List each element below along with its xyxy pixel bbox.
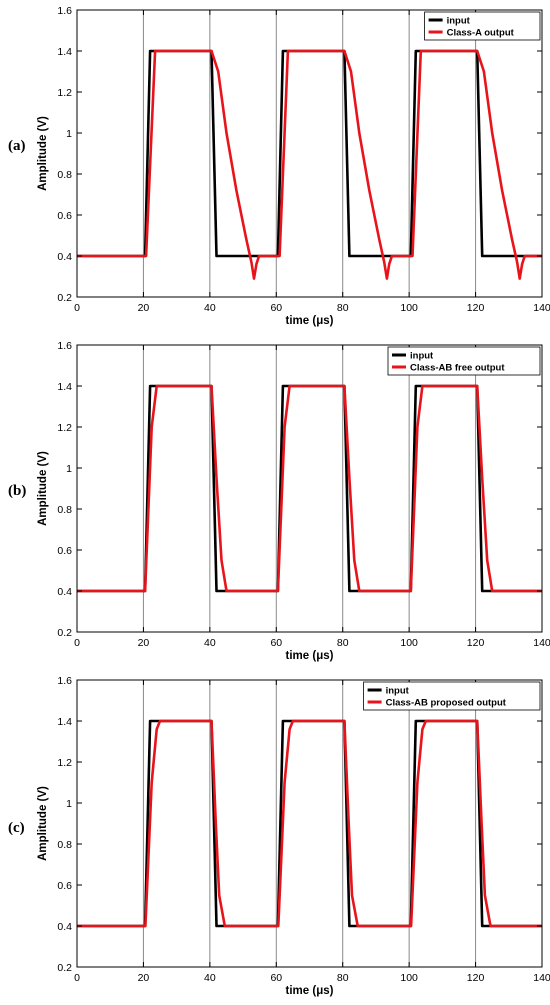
x-tick-label: 80: [337, 302, 349, 314]
chart-b: 0 20 40 60 80 100 120 140 0.2 0.4 0.6 0.8 1 1.2 1.4 1.6…: [37, 340, 550, 662]
legend-box: [387, 346, 541, 376]
y-axis-label: Amplitude (V): [37, 116, 49, 191]
x-tick-label: 40: [204, 302, 216, 314]
plot-frame: [76, 9, 543, 298]
legend-entry: Class-AB proposed output: [386, 698, 507, 709]
legend-entry: input: [386, 686, 410, 697]
series-line-output: [77, 719, 542, 928]
x-tick-label: 0: [74, 972, 80, 984]
x-tick-label: 20: [138, 972, 150, 984]
y-tick-label: 0.2: [57, 292, 72, 304]
y-tick-label: 1.2: [57, 87, 72, 99]
legend-box: [363, 681, 541, 711]
x-axis-label: time (μs): [286, 315, 334, 327]
y-tick-label: 0.8: [57, 839, 72, 851]
chart-panel-c: (c) 0 20 40 60 80 100 120 140 0.2 0.4 0.6 0.8 1 1.2 1.…: [0, 670, 550, 1005]
x-tick-label: 0: [74, 637, 80, 649]
legend-box: [424, 11, 541, 41]
y-tick-label: 0.6: [57, 210, 72, 222]
x-tick-label: 100: [400, 637, 418, 649]
y-axis-label: Amplitude (V): [37, 786, 49, 861]
plot-frame: [76, 344, 543, 633]
y-tick-label: 0.4: [57, 251, 72, 263]
x-tick-label: 120: [467, 302, 485, 314]
x-tick-label: 140: [533, 972, 550, 984]
series-line-output: [77, 384, 542, 593]
x-tick-label: 140: [533, 302, 550, 314]
y-tick-label: 1: [66, 463, 72, 475]
x-tick-label: 60: [270, 637, 282, 649]
y-tick-label: 1: [66, 798, 72, 810]
y-tick-label: 1.6: [57, 340, 72, 352]
x-tick-label: 60: [270, 972, 282, 984]
y-tick-label: 0.8: [57, 504, 72, 516]
panel-label: (c): [8, 820, 25, 836]
y-tick-label: 0.4: [57, 586, 72, 598]
y-tick-label: 0.6: [57, 545, 72, 557]
x-tick-label: 80: [337, 637, 349, 649]
x-tick-label: 140: [533, 637, 550, 649]
y-tick-label: 1.2: [57, 757, 72, 769]
y-tick-label: 0.6: [57, 880, 72, 892]
legend-entry: input: [447, 16, 471, 27]
chart-panel-b: (b) 0 20 40 60 80 100 120 140 0.2 0.4 0.6 0.8 1 1.2 1.…: [0, 335, 550, 670]
y-tick-label: 0.8: [57, 169, 72, 181]
x-tick-label: 100: [400, 302, 418, 314]
chart-a: 0 20 40 60 80 100 120 140 0.2 0.4 0.6 0.8 1 1.2 1.4 1.6…: [37, 5, 550, 327]
plot-frame: [76, 679, 543, 968]
y-tick-label: 1.6: [57, 675, 72, 687]
x-axis-label: time (μs): [286, 650, 334, 662]
y-tick-label: 1.2: [57, 422, 72, 434]
panel-label: (a): [8, 138, 26, 154]
x-tick-label: 20: [138, 637, 150, 649]
y-tick-label: 1.4: [57, 381, 72, 393]
legend-entry: Class-AB free output: [410, 363, 505, 374]
chart-c: 0 20 40 60 80 100 120 140 0.2 0.4 0.6 0.8 1 1.2 1.4 1.6…: [37, 675, 550, 997]
y-tick-label: 0.2: [57, 627, 72, 639]
y-axis-label: Amplitude (V): [37, 451, 49, 526]
x-tick-label: 0: [74, 302, 80, 314]
y-tick-label: 0.2: [57, 962, 72, 974]
y-tick-label: 1: [66, 128, 72, 140]
panel-label: (b): [8, 483, 27, 499]
x-tick-label: 40: [204, 637, 216, 649]
y-tick-label: 0.4: [57, 921, 72, 933]
x-tick-label: 20: [138, 302, 150, 314]
x-tick-label: 80: [337, 972, 349, 984]
x-tick-label: 120: [467, 972, 485, 984]
series-line-output: [77, 49, 542, 280]
y-tick-label: 1.6: [57, 5, 72, 17]
x-axis-label: time (μs): [286, 985, 334, 997]
x-tick-label: 120: [467, 637, 485, 649]
y-tick-label: 1.4: [57, 46, 72, 58]
x-tick-label: 40: [204, 972, 216, 984]
x-tick-label: 60: [270, 302, 282, 314]
x-tick-label: 100: [400, 972, 418, 984]
y-tick-label: 1.4: [57, 716, 72, 728]
legend-entry: Class-A output: [447, 28, 515, 39]
legend-entry: input: [410, 351, 434, 362]
chart-panel-a: (a) 0 20 40 60 80 100 120 140 0.2 0.4 0.6 0.8 1 1.2 1.…: [0, 0, 550, 335]
